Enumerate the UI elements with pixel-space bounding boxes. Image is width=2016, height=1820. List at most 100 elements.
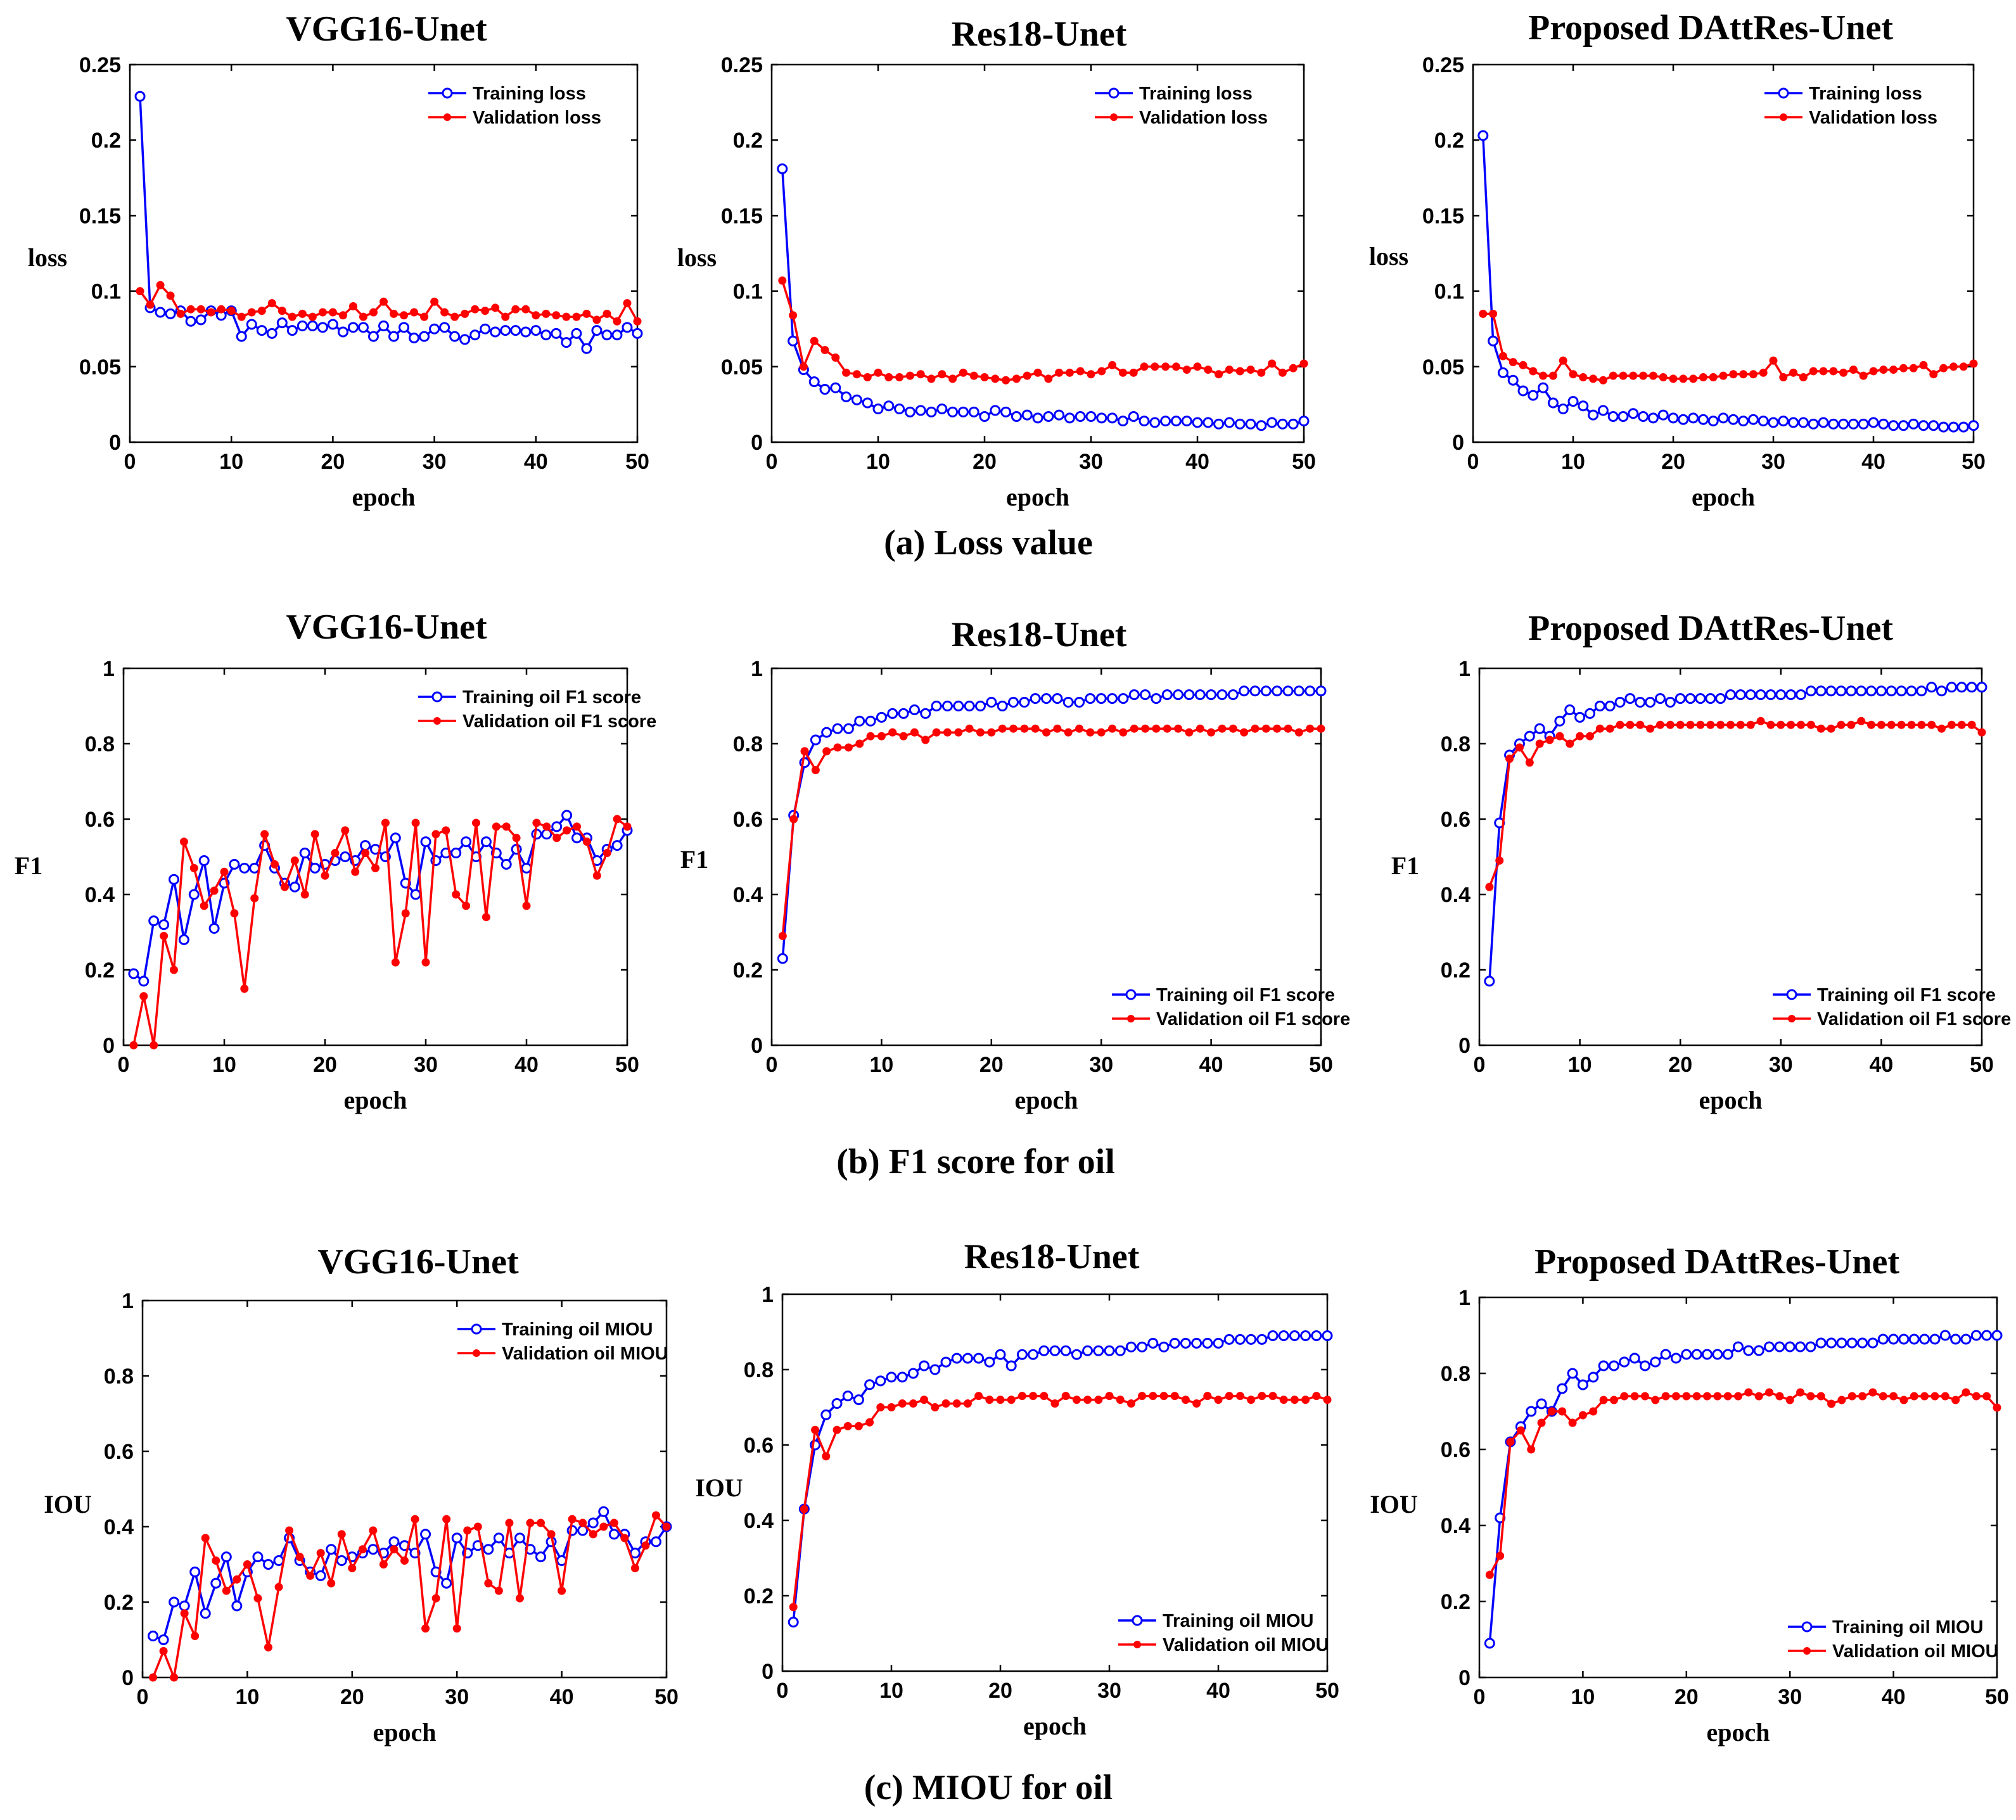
y-tick-label: 1 (762, 1283, 774, 1307)
data-point-validation (1527, 1445, 1536, 1454)
data-point-training (598, 1506, 609, 1517)
y-tick-label: 0.15 (79, 204, 121, 228)
data-point-training (1797, 417, 1809, 428)
data-point-validation (411, 1515, 419, 1524)
data-point-training (1528, 390, 1539, 401)
data-point-training (1906, 685, 1917, 697)
data-point-validation (271, 860, 279, 869)
data-point-training (920, 708, 931, 719)
data-point-training (997, 701, 1008, 711)
data-point-validation (1181, 1396, 1190, 1404)
data-point-training (1805, 1341, 1816, 1352)
data-point-validation (1118, 368, 1127, 377)
y-tick-label: 0.6 (85, 808, 115, 832)
data-point-training (1049, 1345, 1061, 1356)
data-point-validation (430, 297, 439, 306)
data-point-training (1908, 1333, 1920, 1345)
data-point-validation (285, 1526, 294, 1535)
data-point-validation (651, 1511, 660, 1520)
data-point-training (962, 1352, 973, 1364)
data-point-training (830, 382, 841, 393)
data-point-validation (233, 1575, 241, 1584)
data-point-training (1016, 1349, 1028, 1360)
data-point-validation (1009, 724, 1018, 733)
data-point-training (1536, 1398, 1547, 1410)
x-tick-label: 10 (866, 450, 890, 474)
legend-entry: Training oil MIOU (1118, 1611, 1313, 1631)
data-point-training (1660, 1349, 1671, 1360)
data-point-training (1246, 1333, 1257, 1345)
data-point-training (561, 810, 573, 821)
data-point-validation (842, 368, 851, 377)
data-point-validation (843, 1422, 852, 1430)
data-point-validation (1509, 358, 1517, 367)
data-point-training (1277, 418, 1288, 430)
data-point-training (1574, 711, 1586, 723)
data-point-validation (463, 1526, 472, 1535)
data-point-validation (854, 1422, 863, 1430)
data-point-training (904, 406, 915, 417)
data-point-validation (1899, 1396, 1908, 1404)
x-tick-label: 30 (1761, 450, 1785, 474)
data-point-validation (369, 308, 378, 317)
data-point-validation (1679, 374, 1688, 383)
data-point-validation (1671, 1392, 1680, 1401)
data-point-training (947, 406, 959, 417)
data-point-training (551, 821, 563, 832)
data-point-validation (662, 1522, 671, 1531)
x-tick-label: 0 (118, 1053, 130, 1077)
data-point-validation (909, 1399, 917, 1408)
data-point-validation (1726, 720, 1735, 729)
series-line-training (781, 169, 1305, 427)
data-point-training (842, 1390, 853, 1402)
data-point-training (1137, 1341, 1148, 1352)
data-point-validation (420, 312, 429, 321)
data-point-training (378, 320, 389, 331)
data-point-training (1062, 697, 1074, 708)
data-point-validation (484, 1579, 493, 1588)
data-point-validation (778, 931, 787, 940)
data-point-validation (170, 1673, 179, 1682)
data-point-validation (410, 308, 419, 317)
data-point-training (1836, 1337, 1847, 1349)
data-point-training (968, 406, 979, 417)
data-point-validation (943, 728, 952, 737)
series-line-training (132, 813, 628, 983)
data-point-validation (1899, 364, 1908, 372)
data-point-training (611, 329, 623, 341)
y-tick-label: 0.8 (85, 732, 115, 756)
data-point-training (1128, 410, 1139, 422)
data-point-validation (582, 309, 591, 318)
data-point-training (821, 727, 833, 738)
data-point-validation (278, 307, 286, 315)
caption-loss: (a) Loss value (884, 523, 1093, 563)
data-point-validation (186, 305, 195, 314)
data-point-validation (789, 311, 798, 320)
plot-frame (1478, 667, 1983, 1047)
data-point-training (1960, 1333, 1972, 1345)
legend-marker (1133, 1641, 1141, 1648)
data-point-training (1966, 682, 1977, 693)
data-point-validation (1907, 720, 1916, 729)
data-point-training (1293, 685, 1305, 697)
data-point-training (1052, 693, 1063, 704)
data-point-validation (863, 372, 872, 381)
data-point-validation (381, 818, 390, 827)
chart-5: Res18-Unet 0 10 20 30 40 50 0 0.2 0.4 0.6 0.8 1 epoch… (680, 615, 1350, 1114)
data-point-training (1169, 1337, 1180, 1349)
data-point-validation (1939, 364, 1948, 372)
data-point-training (907, 1368, 919, 1379)
data-point-training (1282, 685, 1294, 697)
data-point-training (1043, 410, 1054, 422)
data-point-training (441, 1577, 452, 1589)
data-point-validation (411, 818, 420, 827)
y-tick-label: 0.15 (721, 204, 763, 228)
data-point-validation (1072, 1396, 1081, 1404)
plot-frame (122, 667, 628, 1047)
data-point-training (1557, 404, 1569, 415)
data-point-validation (1086, 728, 1095, 737)
data-point-validation (179, 837, 188, 846)
data-point-training (1715, 693, 1726, 704)
legend-entry: Validation oil F1 score (1112, 1009, 1350, 1029)
data-point-training (461, 836, 472, 848)
